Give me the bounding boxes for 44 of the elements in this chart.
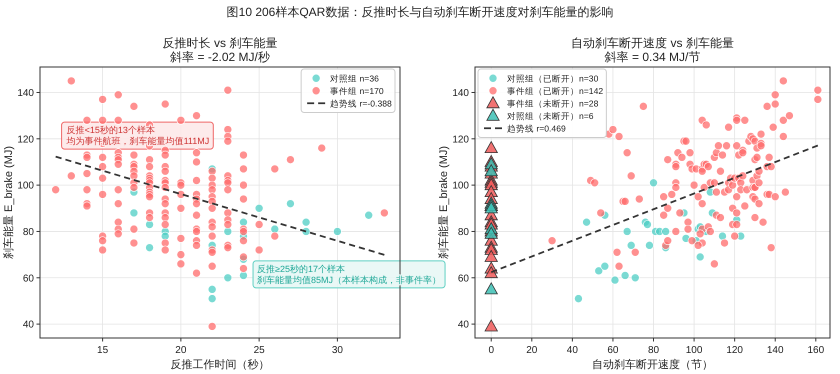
x-tick-label: 120 xyxy=(726,345,744,356)
x-axis-title: 自动刹车断开速度（节） xyxy=(592,358,713,371)
chart-subtitle: 斜率 = 0.34 MJ/节 xyxy=(604,50,700,64)
y-tick-label: 100 xyxy=(452,180,470,192)
x-tick-label: 25 xyxy=(254,345,266,356)
x-tick-label: 15 xyxy=(97,345,109,356)
annotation: 反推<15秒的13个样本 xyxy=(66,125,155,136)
x-tick-label: 80 xyxy=(648,345,660,356)
legend-label: 趋势线 r=-0.388 xyxy=(330,98,392,108)
y-tick-label: 80 xyxy=(22,226,34,238)
legend-label: 对照组（未断开）n=6 xyxy=(507,110,594,121)
legend-label: 事件组 n=170 xyxy=(330,86,384,96)
y-tick-label: 140 xyxy=(17,88,34,99)
y-tick-label: 40 xyxy=(458,320,470,331)
legend-label: 对照组（已断开）n=30 xyxy=(507,73,599,84)
y-tick-label: 60 xyxy=(22,273,34,284)
x-tick-label: 0 xyxy=(488,345,494,356)
y-tick-label: 80 xyxy=(458,226,470,238)
legend-label: 趋势线 r=0.469 xyxy=(507,123,566,134)
y-tick-label: 120 xyxy=(452,134,470,146)
x-tick-label: 20 xyxy=(526,345,538,356)
chart-title: 反推时长 vs 刹车能量 xyxy=(162,36,278,50)
x-tick-label: 140 xyxy=(766,345,784,356)
x-tick-label: 60 xyxy=(607,345,619,356)
legend-label: 事件组（未断开）n=28 xyxy=(507,98,599,108)
x-tick-label: 100 xyxy=(686,345,703,356)
y-axis-title: 刹车能量 E_brake (MJ) xyxy=(2,146,15,260)
x-tick-label: 40 xyxy=(566,345,578,356)
caption: 图10 206样本QAR数据：反推时长与自动刹车断开速度对刹车能量的影响 xyxy=(226,5,614,19)
x-tick-label: 160 xyxy=(807,345,825,356)
x-tick-label: 30 xyxy=(332,345,344,356)
y-tick-label: 60 xyxy=(458,273,470,284)
y-tick-label: 40 xyxy=(22,320,34,331)
legend-label: 对照组 n=36 xyxy=(330,73,380,84)
y-tick-label: 140 xyxy=(452,88,470,99)
y-axis-title: 刹车能量 E_brake (MJ) xyxy=(437,146,450,260)
chart-subtitle: 斜率 = -2.02 MJ/秒 xyxy=(170,50,270,64)
legend-label: 事件组（已断开）n=142 xyxy=(507,86,604,96)
y-tick-label: 120 xyxy=(17,134,34,146)
y-tick-label: 100 xyxy=(17,180,34,192)
x-tick-label: 20 xyxy=(175,345,187,356)
x-axis-title: 反推工作时间（秒） xyxy=(170,358,270,371)
annotation: 反推≥25秒的17个样本 xyxy=(257,264,346,274)
chart-title: 自动刹车断开速度 vs 刹车能量 xyxy=(571,36,734,50)
